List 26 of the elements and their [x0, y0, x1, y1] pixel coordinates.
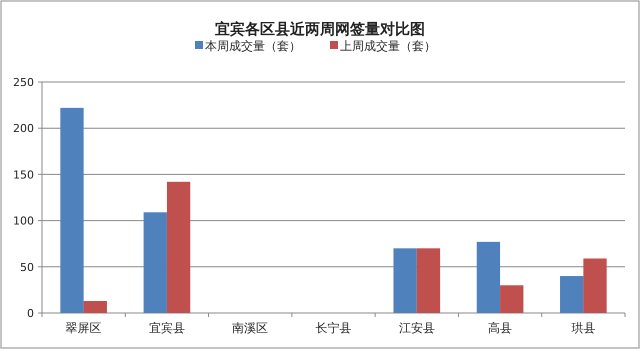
- x-tick-label: 南溪区: [232, 321, 268, 335]
- bar: [144, 212, 167, 313]
- bar: [416, 248, 440, 313]
- y-tick-label: 150: [13, 168, 34, 182]
- x-tick-label: 长宁县: [316, 321, 352, 335]
- bar: [393, 248, 417, 313]
- bar: [476, 242, 500, 313]
- bar: [60, 108, 84, 313]
- chart-title: 宜宾各区县近两周网签量对比图: [215, 20, 425, 38]
- x-tick-label: 珙县: [571, 321, 596, 335]
- bar: [560, 276, 584, 313]
- bar: [84, 300, 107, 313]
- y-tick-label: 100: [13, 214, 34, 228]
- y-tick-label: 0: [27, 307, 34, 320]
- legend-label: 本周成交量（套）: [205, 39, 301, 53]
- bar: [500, 285, 524, 313]
- y-tick-label: 250: [13, 76, 34, 89]
- x-tick-label: 高县: [488, 321, 512, 335]
- x-tick-label: 宜宾县: [148, 321, 185, 335]
- y-tick-label: 200: [13, 122, 34, 136]
- x-tick-label: 江安县: [398, 321, 435, 335]
- y-tick-label: 50: [20, 260, 34, 274]
- bar: [166, 182, 190, 313]
- bar: [583, 258, 607, 313]
- legend-label: 上周成交量（套）: [340, 39, 436, 53]
- x-tick-label: 翠屏区: [66, 321, 102, 335]
